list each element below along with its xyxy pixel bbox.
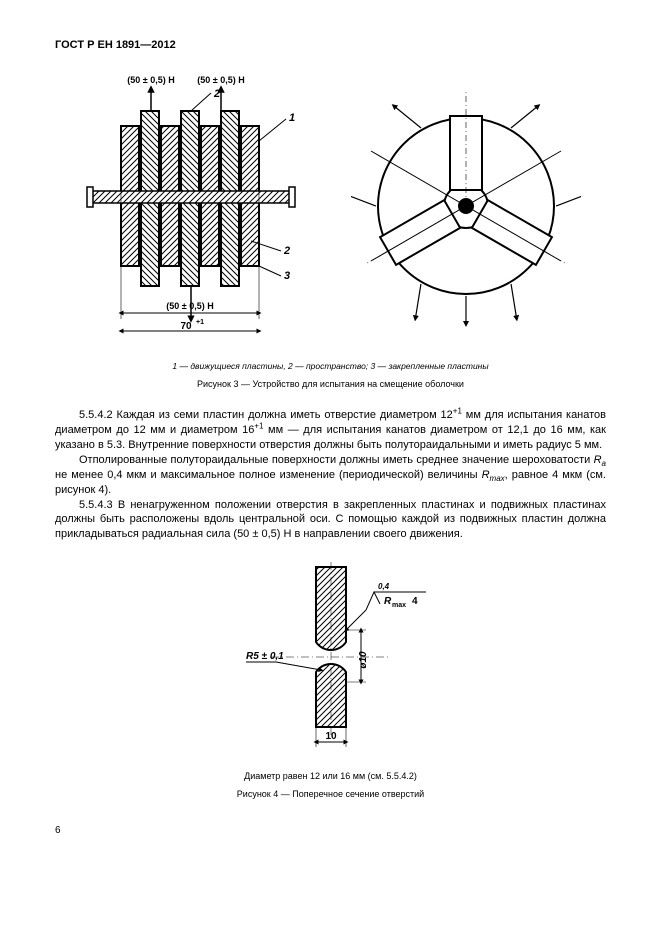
- figure-3-left: (50 ± 0,5) Н (50 ± 0,5) Н 2: [81, 71, 326, 351]
- callout-3: 3: [284, 270, 290, 282]
- callout-2-bottom: 2: [283, 245, 290, 257]
- roughness-top: 0,4: [378, 582, 390, 591]
- callout-2-top: 2: [213, 88, 220, 100]
- p2ra: R: [594, 454, 602, 466]
- dim-width-tol: +1: [196, 319, 204, 326]
- para-5542: 5.5.4.2 Каждая из семи пластин должна им…: [55, 408, 606, 453]
- force-label-left: (50 ± 0,5) Н: [127, 75, 174, 85]
- force-label-right: (50 ± 0,5) Н: [197, 75, 244, 85]
- callout-1: 1: [289, 112, 295, 124]
- bottom-dim: 10: [325, 731, 337, 742]
- figure-4-note: Диаметр равен 12 или 16 мм (см. 5.5.4.2): [55, 770, 606, 782]
- body-text: 5.5.4.2 Каждая из семи пластин должна им…: [55, 408, 606, 542]
- roughness-sub: max: [392, 602, 406, 609]
- figure-4-svg: R5 ± 0,1 0,4 R max 4 ø10 10: [216, 562, 446, 762]
- diam-label: ø10: [358, 651, 369, 669]
- figure-4: R5 ± 0,1 0,4 R max 4 ø10 10: [55, 562, 606, 762]
- figure-3-caption: Рисунок 3 — Устройство для испытания на …: [55, 378, 606, 390]
- p2b: не менее 0,4 мкм и максимальное полное и…: [55, 469, 482, 481]
- dim-width: 70: [180, 321, 192, 332]
- p1sup1: +1: [453, 407, 462, 416]
- figure-4-caption: Рисунок 4 — Поперечное сечение отверстий: [55, 788, 606, 800]
- figure-3-right-svg: [351, 71, 581, 351]
- roughness-val: 4: [412, 596, 418, 607]
- para-5543: 5.5.4.3 В ненагруженном положении отверс…: [55, 498, 606, 543]
- para-ra: Отполированные полутораидальные поверхно…: [55, 453, 606, 498]
- page-number: 6: [55, 824, 606, 838]
- roughness-symbol: 0,4 R max 4: [366, 582, 426, 610]
- p2rasub: a: [602, 459, 606, 468]
- doc-header: ГОСТ Р ЕН 1891—2012: [55, 38, 606, 53]
- dim-force: (50 ± 0,5) Н: [166, 301, 213, 311]
- p2rmax: R: [482, 469, 490, 481]
- roughness-r: R: [384, 596, 392, 607]
- figure-3-left-svg: (50 ± 0,5) Н (50 ± 0,5) Н 2: [81, 71, 326, 351]
- p2a: Отполированные полутораидальные поверхно…: [79, 454, 594, 466]
- figure-3-legend: 1 — движущиеся пластины, 2 — пространств…: [55, 361, 606, 372]
- figure-3-right: [351, 71, 581, 351]
- r-label: R5 ± 0,1: [246, 651, 284, 662]
- figure-3: (50 ± 0,5) Н (50 ± 0,5) Н 2: [55, 71, 606, 351]
- p1a: 5.5.4.2 Каждая из семи пластин должна им…: [79, 409, 453, 421]
- p2rmaxsub: max: [490, 474, 505, 483]
